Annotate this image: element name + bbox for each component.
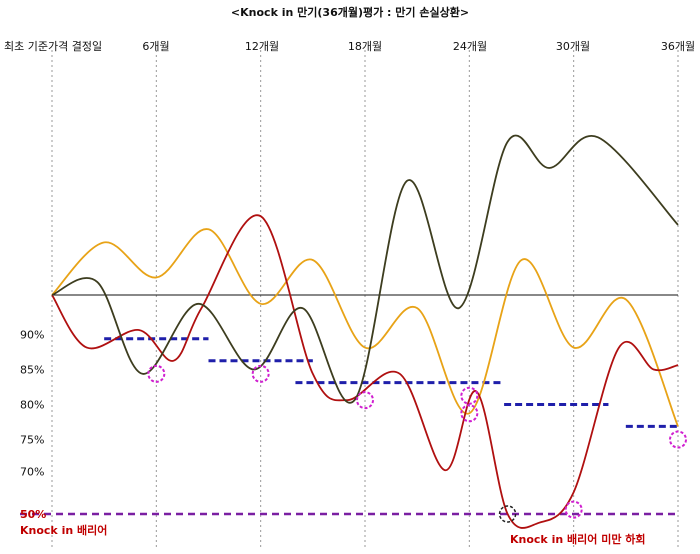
y-tick-70: 70% bbox=[20, 465, 45, 479]
evaluation-marker-6 bbox=[669, 430, 687, 449]
evaluation-marker-4 bbox=[460, 386, 479, 405]
evaluation-marker-0 bbox=[147, 364, 166, 383]
evaluation-marker-2 bbox=[356, 391, 374, 410]
below-barrier-note: Knock in 배리어 미만 하회 bbox=[510, 533, 646, 546]
x-label-6m: 6개월 bbox=[142, 40, 170, 53]
x-label-30m: 30개월 bbox=[555, 40, 591, 53]
barrier-name-label: Knock in 배리어 bbox=[20, 524, 108, 537]
barrier-percent-label: 50% bbox=[20, 508, 47, 521]
price-path-red bbox=[51, 214, 679, 529]
x-label-24m: 24개월 bbox=[452, 40, 488, 53]
hurdle-lines bbox=[104, 337, 678, 428]
evaluation-marker-1 bbox=[251, 364, 270, 383]
vertical-gridlines bbox=[51, 50, 679, 548]
x-label-36m: 36개월 bbox=[660, 40, 696, 53]
y-tick-85: 85% bbox=[20, 363, 45, 377]
price-paths bbox=[51, 134, 679, 529]
evaluation-markers bbox=[147, 364, 687, 523]
y-tick-90: 90% bbox=[20, 328, 45, 342]
x-label-18m: 18개월 bbox=[347, 40, 383, 53]
x-label-12m: 12개월 bbox=[244, 40, 280, 53]
y-tick-80: 80% bbox=[20, 398, 45, 412]
chart-title: <Knock in 만기(36개월)평가 : 만기 손실상환> bbox=[230, 6, 470, 19]
evaluation-marker-5 bbox=[564, 500, 583, 519]
evaluation-marker-3 bbox=[460, 404, 479, 423]
price-path-orange bbox=[51, 228, 679, 427]
price-path-olive bbox=[51, 134, 679, 404]
x-label-initial: 최초 기준가격 결정일 bbox=[4, 40, 103, 53]
y-tick-75: 75% bbox=[20, 433, 45, 447]
below-barrier-marker bbox=[498, 505, 517, 523]
